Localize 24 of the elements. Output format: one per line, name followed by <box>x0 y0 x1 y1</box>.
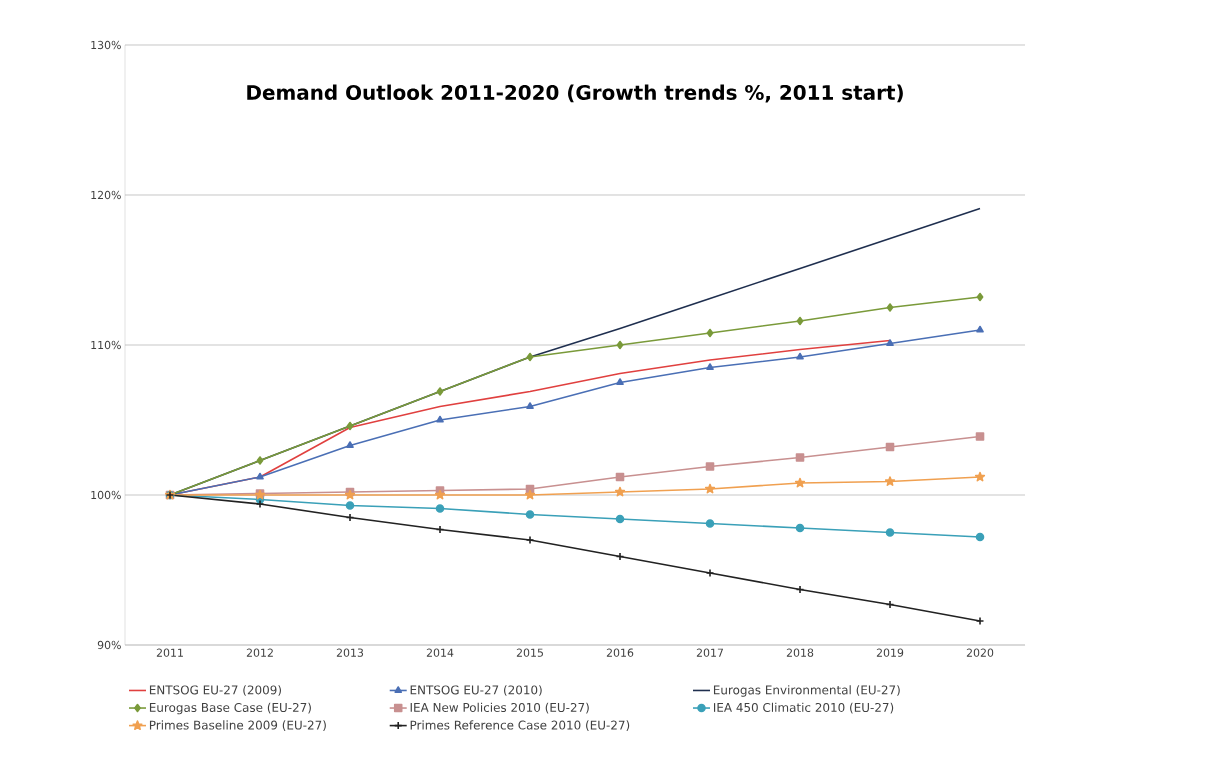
x-tick-label: 2015 <box>516 648 543 657</box>
legend-label: Eurogas Base Case (EU-27) <box>149 702 311 715</box>
legend-label: Primes Baseline 2009 (EU-27) <box>149 720 326 731</box>
legend-label: ENTSOG EU-27 (2010) <box>410 685 542 696</box>
x-tick-label: 2017 <box>696 648 724 657</box>
legend-label: ENTSOG EU-27 (2009) <box>149 685 281 696</box>
x-tick-label: 2020 <box>966 648 994 657</box>
legend-label: IEA 450 Climatic 2010 (EU-27) <box>713 702 894 714</box>
x-tick-label: 2012 <box>246 648 273 657</box>
x-tick-label: 2019 <box>876 648 904 657</box>
legend-label: IEA New Policies 2010 (EU-27) <box>410 702 589 714</box>
x-tick-label: 2011 <box>156 648 183 657</box>
y-tick-label: 130% <box>91 40 121 50</box>
text: Demand Outlook 2011-2020 (Growth trends %, 2011 start) <box>247 84 903 103</box>
x-tick-label: 2013 <box>336 648 364 657</box>
x-tick-label: 2018 <box>786 648 814 657</box>
legend-label: Eurogas Environmental (EU-27) <box>713 685 900 697</box>
legend-label: Primes Reference Case 2010 (EU-27) <box>410 720 630 731</box>
y-tick-label: 90% <box>97 640 121 650</box>
x-tick-label: 2016 <box>606 648 634 657</box>
y-tick-label: 110% <box>91 340 121 350</box>
y-tick-label: 120% <box>91 190 121 200</box>
y-tick-label: 100% <box>91 490 121 500</box>
x-tick-label: 2014 <box>426 648 454 657</box>
